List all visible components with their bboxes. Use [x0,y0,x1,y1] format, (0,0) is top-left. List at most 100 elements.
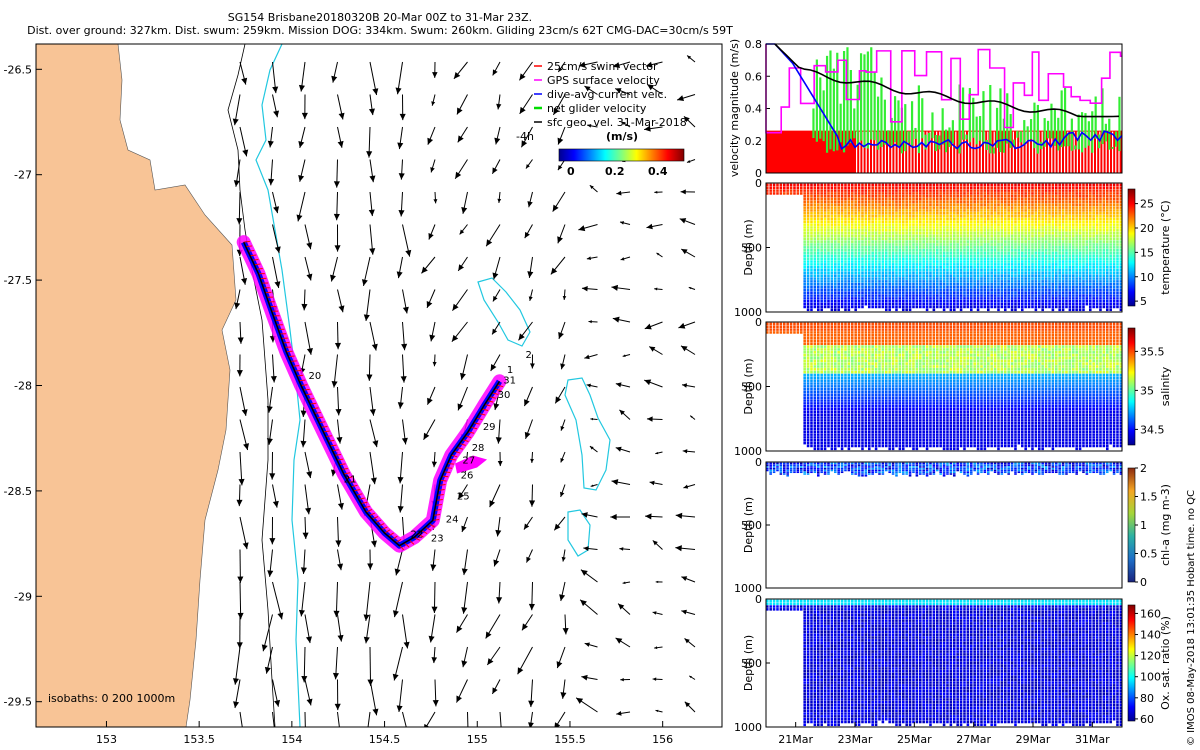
section-cell [1004,251,1007,255]
geo-vector-head [397,402,404,409]
section-cell [847,271,851,275]
section-cell [932,200,936,204]
section-cell [966,217,970,221]
section-cell [1048,265,1051,269]
section-cell [854,305,857,309]
section-cell [942,220,946,224]
section-cell [895,186,898,190]
section-cell [827,186,830,190]
section-cell [946,220,949,224]
section-cell [1038,300,1041,303]
section-cell [915,277,919,280]
section-cell [837,285,840,289]
section-cell [1007,234,1010,238]
section-cell [847,237,851,241]
geo-vector-head [652,540,658,546]
section-cell [803,194,806,198]
section-cell [1017,209,1021,212]
section-cell [813,297,817,300]
section-cell [963,246,966,249]
section-cell [837,212,840,215]
section-cell [1072,277,1075,280]
section-cell [898,277,902,280]
geo-vector-head [429,334,436,342]
section-cell [1048,214,1051,218]
section-cell [837,248,840,252]
section-cell [895,194,898,198]
section-cell [1055,223,1058,226]
section-cell [813,274,817,278]
section-cell [885,285,888,289]
section-cell [1099,305,1102,309]
geo-vector-head [525,164,530,169]
section-cell [1068,203,1072,207]
section-cell [1000,268,1004,272]
section-cell [983,206,987,209]
section-cell [820,229,823,232]
section-cell [919,192,922,195]
section-cell [1082,302,1085,306]
section-cell [1041,308,1044,312]
section-cell [1021,308,1024,312]
section-cell [983,257,987,260]
section-cell [963,223,966,226]
section-cell [1102,229,1106,232]
section-cell [1017,214,1021,218]
section-cell [834,257,837,260]
legend-entry-gps: GPS surface velocity [547,74,660,87]
section-cell [1031,186,1034,190]
legend-entry-swim: 25cm/s swim vector [547,60,658,73]
section-cell [854,197,857,201]
section-cell [847,234,851,238]
section-cell [854,186,857,190]
section-cell [868,271,871,275]
section-cell [987,243,990,246]
section-cell [851,254,854,258]
section-cell [908,209,912,212]
section-cell [854,226,857,229]
section-cell [1027,186,1031,190]
section-cell [959,243,963,246]
section-cell [830,248,834,252]
section-cell [874,209,878,212]
section-cell [888,192,891,195]
section-cell [966,197,970,201]
section-cell [871,194,874,198]
section-cell [1072,231,1075,235]
geo-vector-head [273,206,280,214]
section-cell [1034,260,1038,263]
section-cell [902,294,905,297]
geo-vector-head [401,343,408,351]
section-cell [983,246,987,249]
section-cell [1021,220,1024,224]
section-cell [1065,260,1068,263]
section-cell [1058,212,1061,215]
section-cell [854,200,857,204]
geo-vector-head [492,272,499,280]
section-cell [1031,240,1034,243]
section-cell [779,192,783,195]
section-cell [1014,229,1017,232]
section-cell [987,197,990,201]
geo-vector [239,711,243,727]
geo-vector-head [331,380,338,388]
section-cell [990,302,993,306]
section-cell [1055,217,1058,221]
section-cell [902,214,905,218]
section-cell [1055,203,1058,207]
section-cell [1021,212,1024,215]
geo-vector-head [645,513,652,520]
section-cell [936,226,939,229]
section-cell [932,197,936,201]
section-cell [1099,183,1102,187]
section-cell [1072,194,1075,198]
section-cell [1068,240,1072,243]
section-cell [976,234,980,238]
section-cell [806,234,810,238]
section-cell [895,223,898,226]
section-cell [953,212,956,215]
section-cell [813,268,817,272]
section-cell [929,186,932,190]
section-cell [1061,186,1065,190]
section-cell [929,246,932,249]
